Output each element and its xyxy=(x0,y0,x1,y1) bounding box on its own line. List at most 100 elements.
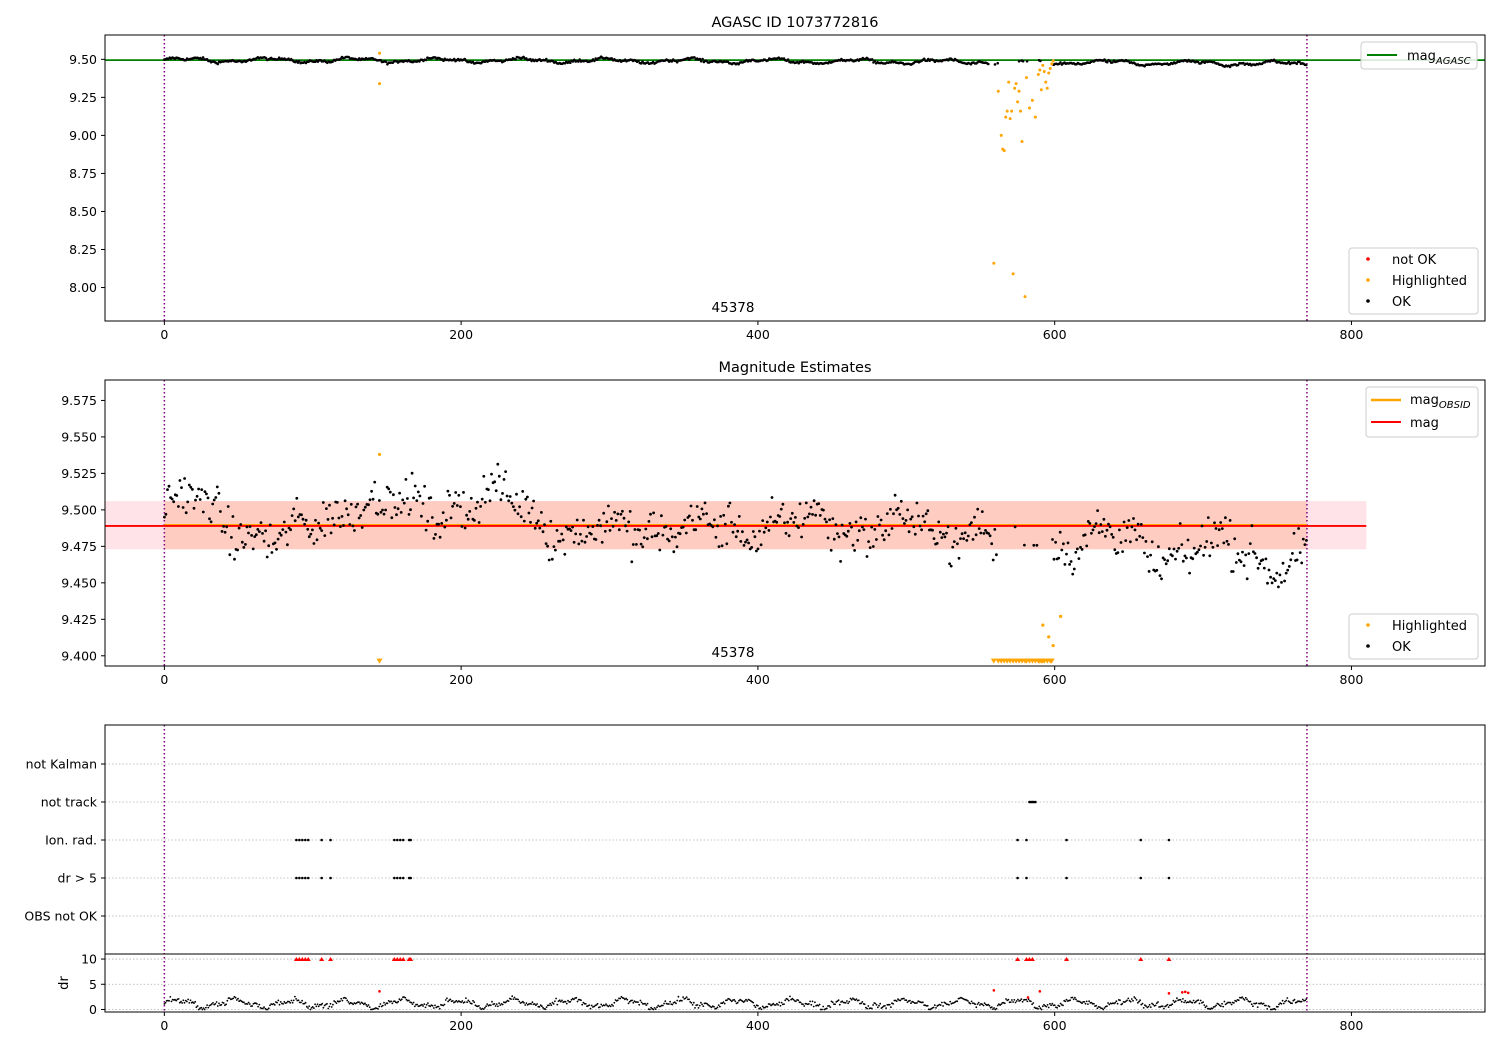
ok-point xyxy=(722,513,726,517)
ok-point xyxy=(582,518,585,522)
dr-point xyxy=(746,1000,749,1002)
dr-point xyxy=(676,999,679,1002)
ok-point xyxy=(1130,525,1134,529)
ok-point xyxy=(529,520,532,524)
ok-point xyxy=(922,57,926,61)
dr-point xyxy=(645,1004,648,1006)
ok-point xyxy=(832,537,836,541)
dr-point xyxy=(564,1000,567,1003)
dr-point xyxy=(1233,1002,1235,1004)
legend-box xyxy=(1348,247,1479,315)
ok-point xyxy=(642,536,646,539)
dr-point xyxy=(398,998,401,1001)
dr-point xyxy=(987,1003,990,1006)
dr-point xyxy=(465,997,467,999)
dr-point xyxy=(1223,1000,1226,1003)
dr-point xyxy=(1126,999,1128,1002)
dr-point xyxy=(780,1001,783,1004)
ok-point xyxy=(504,470,507,473)
dr-point xyxy=(240,1000,243,1003)
dr-point xyxy=(733,998,736,1001)
flag-point xyxy=(1016,876,1019,880)
ok-point xyxy=(898,513,902,516)
ok-point xyxy=(887,533,891,537)
ok-point xyxy=(767,529,771,532)
dr-point xyxy=(1293,998,1296,1001)
ok-point xyxy=(603,529,607,533)
ok-point xyxy=(343,499,347,503)
dr-point xyxy=(247,1001,250,1004)
x-tick-label: 800 xyxy=(1340,1018,1364,1033)
dr-point xyxy=(1003,1002,1006,1005)
dr-point xyxy=(613,1001,616,1004)
dr-point xyxy=(810,1003,813,1006)
y-tick-label: 9.425 xyxy=(61,612,97,627)
ok-point xyxy=(337,516,341,520)
ok-point xyxy=(923,520,927,524)
ok-point xyxy=(1062,542,1065,546)
ok-point xyxy=(418,494,422,498)
dr-point xyxy=(1134,997,1137,1000)
ok-point xyxy=(493,480,497,484)
ok-point xyxy=(1210,541,1213,545)
ok-point xyxy=(245,525,249,529)
ok-point xyxy=(1177,546,1181,550)
dr-point xyxy=(818,1003,821,1006)
y-tick-label: 9.00 xyxy=(69,128,97,143)
ok-point xyxy=(1241,550,1244,554)
dr-point xyxy=(424,1006,427,1009)
ok-point xyxy=(789,517,793,520)
ok-point xyxy=(818,514,822,517)
ok-point xyxy=(454,491,458,494)
dr-point xyxy=(761,1005,764,1008)
ok-point xyxy=(605,520,609,524)
ok-point xyxy=(801,523,805,526)
ok-point xyxy=(638,528,641,532)
ok-point xyxy=(304,518,308,522)
dr-point xyxy=(473,1001,476,1004)
dr-point xyxy=(1154,1004,1157,1007)
ok-point xyxy=(1068,563,1071,566)
dr-point xyxy=(664,1000,667,1003)
dr-point xyxy=(1025,998,1028,1001)
dr-point xyxy=(1176,997,1178,1000)
ok-point xyxy=(631,543,635,546)
ok-point xyxy=(1211,545,1215,549)
ok-point xyxy=(656,532,660,535)
highlighted-point xyxy=(1048,66,1052,70)
ok-point xyxy=(613,510,616,514)
ok-point xyxy=(393,506,397,509)
ok-point xyxy=(1186,538,1190,542)
dr-point xyxy=(1015,1000,1018,1002)
dr-point xyxy=(1286,997,1289,999)
dr-point xyxy=(345,997,347,1000)
dr-point xyxy=(656,1006,658,1009)
ok-point xyxy=(362,508,366,512)
dr-point xyxy=(573,998,575,1001)
panel2-data-layer xyxy=(163,452,1308,664)
ok-point xyxy=(335,501,339,504)
ok-point xyxy=(814,513,817,517)
ok-point xyxy=(697,515,701,519)
ok-point xyxy=(183,477,187,480)
dr-point xyxy=(258,1003,261,1006)
ok-point xyxy=(558,539,562,543)
dr-point xyxy=(413,1005,416,1008)
flag-point xyxy=(304,876,307,880)
ok-point xyxy=(284,530,288,534)
dr-point xyxy=(799,1001,802,1004)
ok-point xyxy=(750,546,754,549)
dr-point xyxy=(766,1005,769,1008)
dr-point xyxy=(518,1000,521,1003)
offscale-highlighted-marker xyxy=(1048,658,1055,664)
panel-flags-and-dr: not Kalman not track Ion. rad. dr > 5 OBS no… xyxy=(24,724,1486,1033)
ok-point xyxy=(836,532,839,535)
dr-point xyxy=(362,1003,365,1006)
x-tick-label: 200 xyxy=(449,327,473,342)
ok-point xyxy=(256,528,260,531)
ok-point xyxy=(384,508,387,512)
ok-point xyxy=(231,515,235,518)
flag-point xyxy=(306,838,310,842)
dr-point xyxy=(967,1000,969,1002)
dr-point xyxy=(1250,1003,1253,1006)
